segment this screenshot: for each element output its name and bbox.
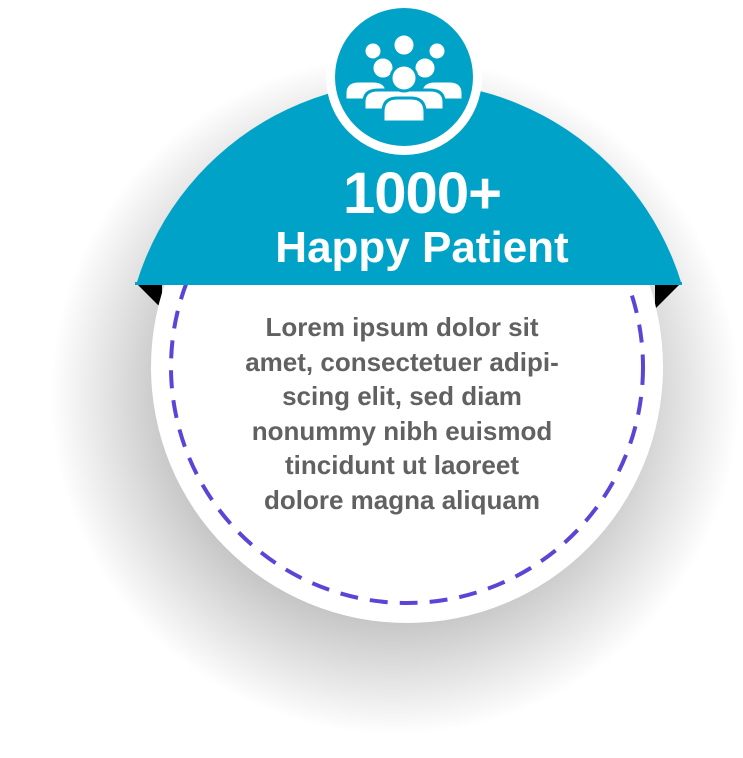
blue-banner	[136, 82, 682, 285]
description-text: Lorem ipsum dolor sit amet, consectetuer…	[245, 312, 559, 515]
stat-label: Happy Patient	[275, 223, 569, 272]
banner-edge	[135, 282, 682, 285]
left-fold	[135, 282, 162, 309]
right-fold	[655, 282, 682, 309]
stat-number: 1000+	[343, 161, 502, 226]
people-group-icon	[326, 0, 482, 155]
